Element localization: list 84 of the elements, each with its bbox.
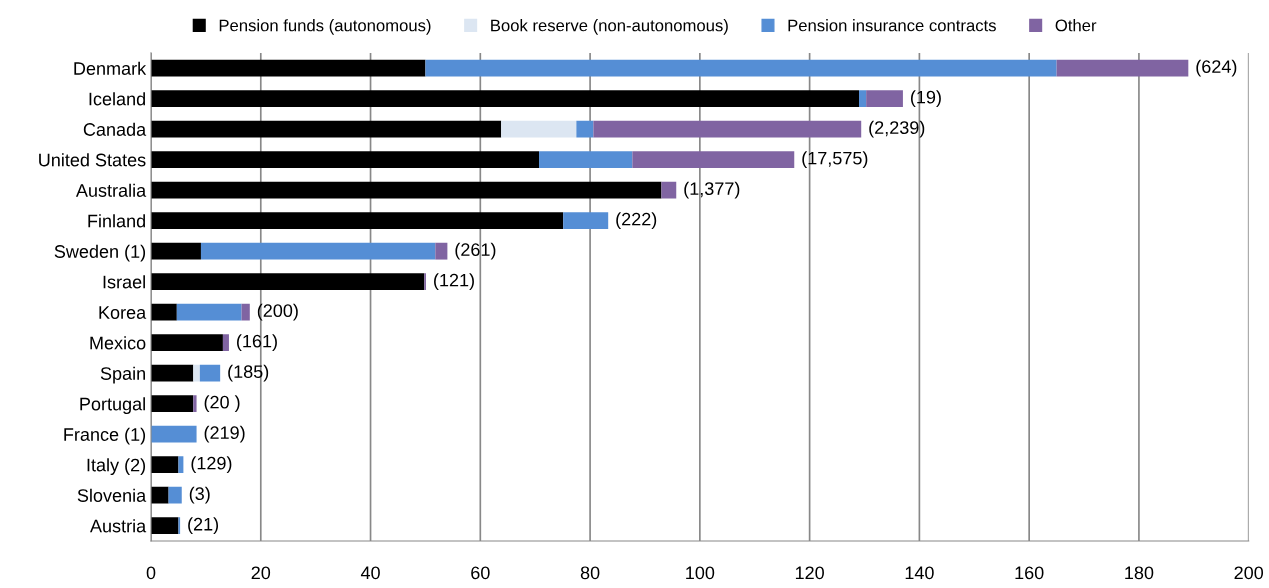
- bar: [193, 364, 200, 382]
- legend-label: Other: [1055, 19, 1097, 32]
- y-tick-label: Israel: [103, 275, 145, 289]
- bar: [151, 425, 197, 443]
- bar: [151, 90, 860, 108]
- bar: [151, 395, 194, 413]
- bar: [539, 151, 633, 169]
- y-tick-label: Finland: [88, 214, 145, 228]
- bar: [435, 242, 448, 260]
- annotation: (222): [616, 212, 657, 230]
- annotation: (219): [204, 425, 245, 443]
- legend-label: Book reserve (non-autonomous): [491, 19, 728, 35]
- annotation: (121): [434, 273, 474, 291]
- y-tick-label: Slovenia: [77, 488, 147, 502]
- bar: [222, 334, 229, 352]
- bar: [151, 303, 177, 321]
- x-tick-label: 60: [471, 566, 490, 580]
- bar: [151, 273, 425, 291]
- bar: [176, 303, 242, 321]
- bar: [151, 517, 179, 535]
- bar: [661, 181, 677, 199]
- annotation: (1,377): [684, 181, 740, 199]
- bar: [151, 181, 662, 199]
- y-tick-label: Korea: [99, 306, 147, 319]
- bar: [199, 364, 221, 382]
- x-tick-label: 180: [1125, 566, 1154, 580]
- bar: [1056, 59, 1189, 77]
- bar: [151, 151, 540, 169]
- x-tick-label: 140: [905, 566, 934, 580]
- annotation: (161): [237, 334, 277, 352]
- bar: [193, 395, 197, 413]
- y-tick-label: Iceland: [89, 92, 145, 106]
- x-tick-label: 100: [686, 566, 715, 580]
- y-tick-label: United States: [39, 153, 146, 167]
- bar: [632, 151, 795, 169]
- annotation: (200): [257, 303, 298, 321]
- bar: [178, 456, 184, 474]
- bar: [563, 212, 609, 230]
- annotation: (624): [1196, 59, 1237, 77]
- legend-label: Pension insurance contracts: [788, 19, 996, 32]
- x-tick-label: 80: [580, 566, 600, 580]
- x-tick-label: 120: [795, 566, 824, 580]
- annotation: (129): [191, 456, 232, 474]
- bar: [501, 120, 577, 138]
- bar: [151, 334, 223, 352]
- y-tick-label: Mexico: [90, 336, 146, 350]
- bar: [200, 242, 436, 260]
- x-tick-label: 160: [1015, 566, 1044, 580]
- x-tick-label: 40: [360, 566, 380, 580]
- y-tick-label: Spain: [100, 366, 145, 384]
- annotation: (21): [188, 517, 219, 535]
- bar: [151, 120, 502, 138]
- x-tick-label: 0: [146, 566, 156, 580]
- bar: [866, 90, 903, 108]
- y-tick-label: Austria: [89, 519, 147, 533]
- annotation: (19): [910, 90, 941, 108]
- bar: [168, 486, 182, 504]
- annotation: (3): [189, 486, 210, 504]
- bar: [859, 90, 867, 108]
- y-tick-label: Canada: [83, 122, 147, 136]
- y-tick-label: Denmark: [74, 61, 147, 75]
- x-tick-label: 200: [1234, 566, 1264, 580]
- bar: [151, 486, 169, 504]
- annotation: (261): [455, 242, 496, 260]
- bar: [151, 242, 201, 260]
- bar: [425, 59, 1057, 77]
- y-tick-label: France (1): [64, 427, 146, 445]
- annotation: (185): [228, 364, 269, 382]
- y-tick-label: Italy (2): [87, 458, 146, 475]
- x-tick-label: 20: [251, 566, 271, 580]
- bar: [593, 120, 862, 138]
- annotation: (17,575): [802, 151, 868, 169]
- bar: [576, 120, 594, 138]
- bar: [151, 456, 179, 474]
- bar: [151, 212, 564, 230]
- bar: [151, 59, 426, 77]
- annotation: (2,239): [869, 120, 925, 138]
- y-tick-label: Australia: [75, 183, 147, 197]
- y-tick-label: Sweden (1): [54, 244, 146, 262]
- annotation: (20 ): [204, 395, 240, 413]
- bar: [241, 303, 250, 321]
- legend-label: Pension funds (autonomous): [219, 19, 431, 35]
- bar: [151, 364, 194, 382]
- y-tick-label: Portugal: [80, 397, 145, 414]
